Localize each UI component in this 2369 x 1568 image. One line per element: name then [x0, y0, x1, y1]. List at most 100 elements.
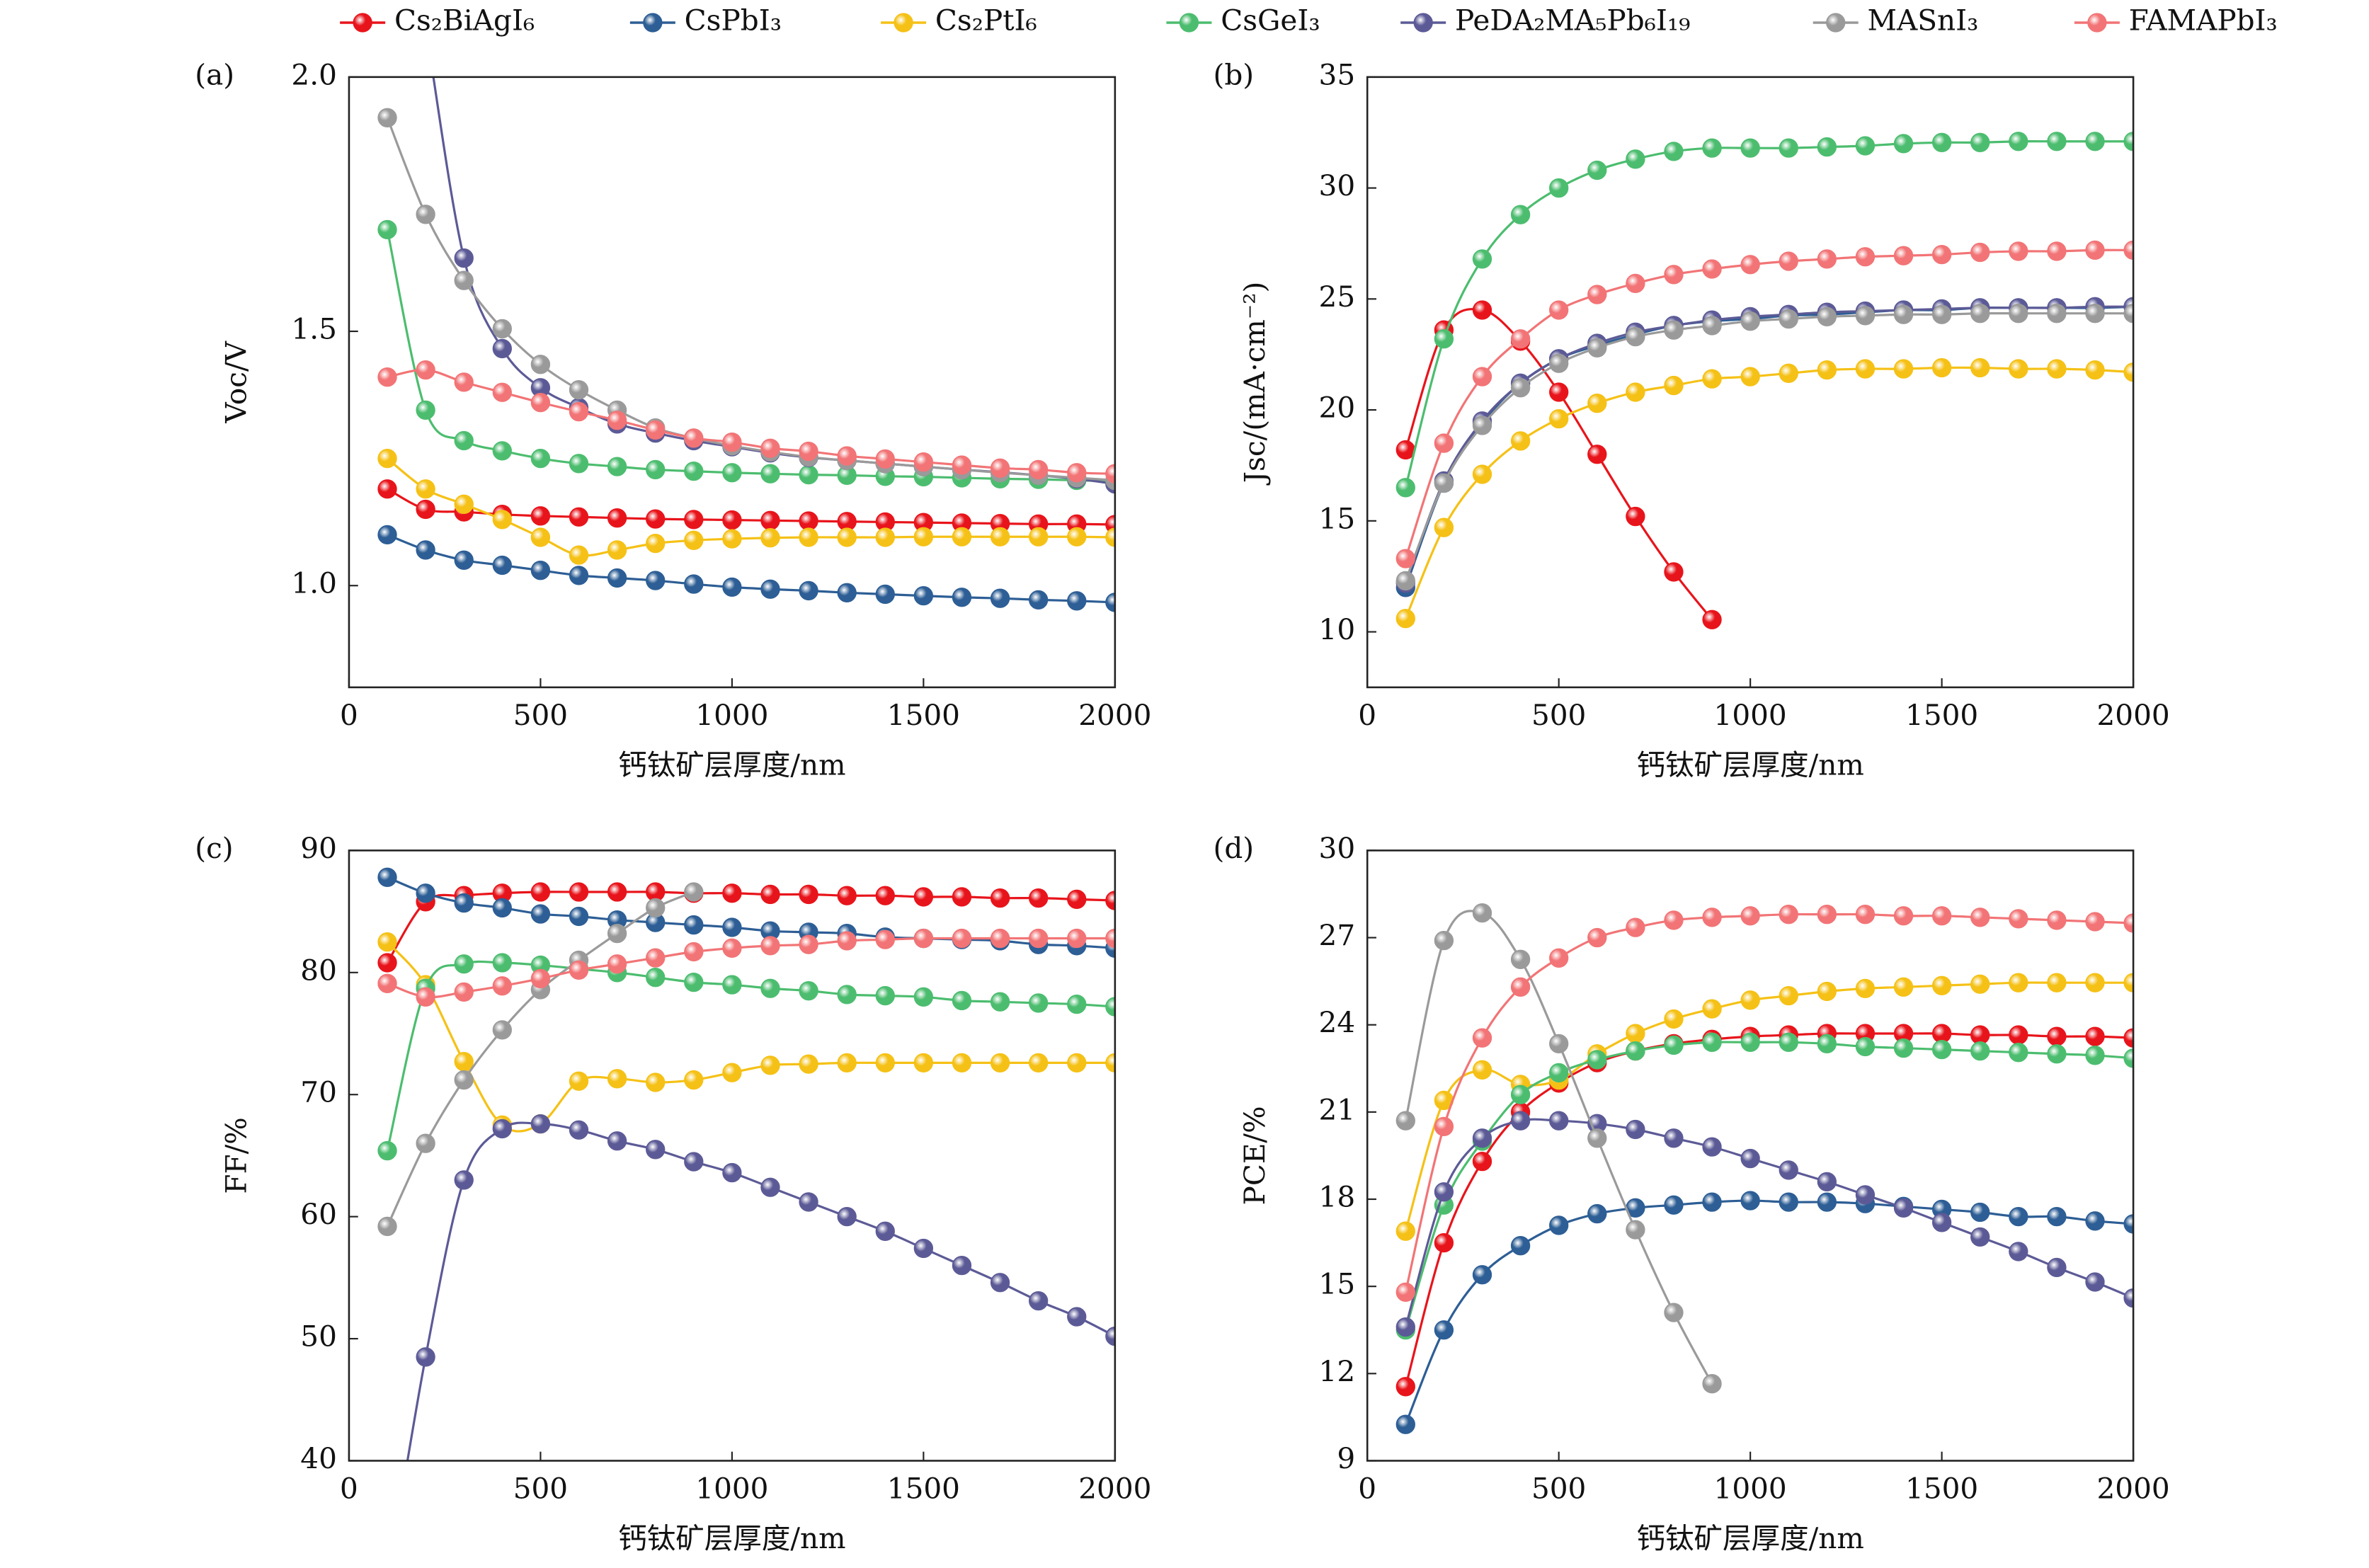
data-point: [1510, 378, 1531, 398]
data-point: [1626, 1041, 1645, 1061]
data-point: [1779, 1192, 1798, 1212]
data-point: [1626, 382, 1645, 402]
data-point: [1472, 1265, 1492, 1285]
data-point: [530, 882, 551, 902]
y-axis-label: PCE/%: [1238, 1106, 1272, 1205]
data-point: [607, 411, 627, 430]
data-point: [492, 555, 512, 576]
data-point: [569, 960, 589, 980]
data-point: [1434, 1232, 1454, 1253]
x-tick-label: 2000: [2097, 698, 2170, 732]
data-point: [1028, 527, 1049, 546]
legend-marker: [1179, 13, 1199, 33]
series-line: [1404, 912, 2134, 1293]
data-point: [1855, 306, 1876, 326]
data-point: [1028, 993, 1049, 1013]
data-point: [2123, 1288, 2134, 1308]
y-tick-label: 1.5: [291, 312, 336, 346]
data-point: [1779, 905, 1798, 925]
x-tick-label: 0: [340, 1472, 358, 1506]
data-point: [1702, 1374, 1722, 1394]
data-point: [454, 550, 474, 570]
data-point: [1817, 1034, 1837, 1054]
data-point: [492, 510, 512, 530]
x-tick-label: 500: [1531, 698, 1586, 732]
data-point: [1970, 304, 1990, 324]
y-tick-label: 15: [1319, 1267, 1356, 1301]
data-point: [1702, 259, 1722, 279]
series-line: [1404, 1199, 2134, 1425]
data-point: [1105, 527, 1115, 547]
data-point: [377, 973, 397, 993]
data-point: [530, 527, 551, 547]
data-point: [2123, 913, 2134, 933]
x-tick-label: 0: [1358, 1472, 1376, 1506]
data-point: [492, 1118, 512, 1139]
data-point: [492, 1020, 512, 1040]
data-point: [1664, 142, 1684, 161]
y-tick-label: 50: [300, 1320, 337, 1354]
data-point: [952, 1255, 972, 1276]
plot-area: [377, 76, 1115, 612]
data-point: [2047, 359, 2067, 379]
legend-label: Cs₂BiAgI₆: [394, 4, 535, 38]
x-tick-label: 2000: [1078, 698, 1151, 732]
data-point: [1472, 464, 1492, 484]
data-point: [722, 1162, 742, 1183]
data-point: [646, 509, 666, 529]
data-point: [454, 494, 474, 514]
data-point: [2047, 1026, 2067, 1046]
data-point: [2009, 973, 2028, 992]
data-point: [1549, 1034, 1569, 1054]
x-tick-label: 2000: [2097, 1472, 2170, 1506]
data-point: [875, 985, 895, 1006]
data-point: [1395, 571, 1415, 591]
legend-marker: [2087, 13, 2107, 33]
data-point: [1105, 593, 1115, 612]
data-point: [1510, 329, 1531, 349]
data-point: [454, 248, 474, 268]
x-tick-label: 1500: [1905, 698, 1978, 732]
data-point: [837, 985, 857, 1005]
data-point: [1105, 997, 1115, 1017]
data-point: [2047, 1206, 2067, 1227]
y-tick-label: 70: [300, 1075, 337, 1109]
data-point: [1664, 910, 1684, 930]
data-point: [607, 1069, 627, 1089]
data-point: [530, 904, 551, 924]
data-point: [1664, 562, 1684, 582]
data-point: [530, 968, 551, 989]
data-point: [1434, 930, 1454, 951]
data-point: [1664, 1035, 1684, 1055]
data-point: [2123, 132, 2134, 151]
data-point: [952, 990, 972, 1011]
data-point: [1702, 369, 1722, 389]
data-point: [1510, 1111, 1531, 1131]
data-point: [837, 583, 857, 602]
data-point: [722, 463, 742, 483]
data-point: [646, 968, 666, 988]
data-point: [1395, 1221, 1415, 1241]
data-point: [1395, 1317, 1415, 1337]
data-point: [2009, 909, 2028, 929]
data-point: [1587, 338, 1607, 357]
data-point: [1855, 1036, 1876, 1057]
data-point: [1702, 138, 1722, 158]
data-point: [2085, 240, 2105, 261]
data-point: [2085, 1026, 2105, 1046]
data-point: [875, 886, 895, 905]
data-point: [1434, 433, 1454, 453]
legend-label: Cs₂PtI₆: [935, 4, 1037, 38]
data-point: [913, 585, 934, 606]
data-point: [492, 319, 512, 339]
data-point: [1434, 1182, 1454, 1202]
data-point: [1067, 591, 1087, 611]
x-tick-label: 1500: [887, 698, 960, 732]
data-point: [2123, 1214, 2134, 1234]
data-point: [799, 511, 818, 531]
data-point: [646, 533, 666, 554]
data-point: [569, 545, 589, 565]
y-axis-label: Jsc/(mA·cm⁻²): [1238, 282, 1272, 486]
data-point: [799, 441, 818, 462]
data-point: [990, 588, 1010, 608]
